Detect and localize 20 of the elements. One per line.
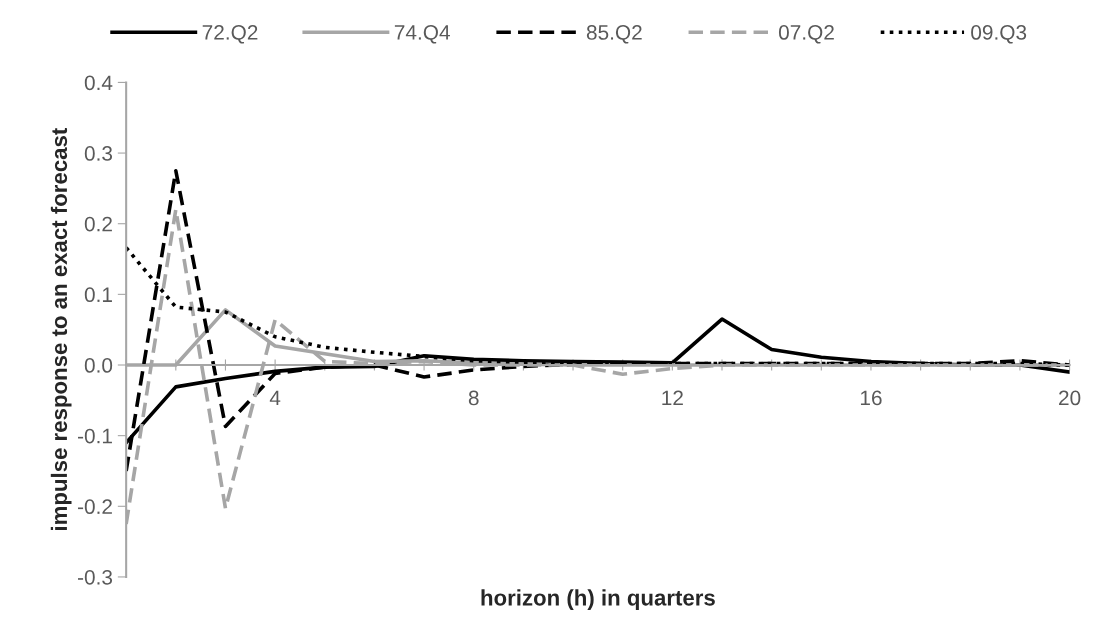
x-tick-label: 20 [1059, 390, 1081, 406]
y-tick-label: 0.0 [84, 358, 113, 373]
y-axis-title: impulse response to an exact forecast [50, 128, 72, 531]
y-tick-label: -0.2 [77, 499, 112, 515]
x-tick-label: 16 [860, 390, 882, 406]
y-tick-label: 0.3 [84, 146, 113, 161]
legend-label: 07.Q2 [778, 25, 834, 44]
x-tick-label: 4 [269, 390, 281, 406]
y-tick-label: 0.1 [84, 287, 112, 303]
legend-label: 72.Q2 [202, 25, 258, 44]
y-tick-label: -0.3 [77, 569, 113, 585]
y-tick-label: 0.4 [84, 75, 113, 91]
y-tick-label: 0.2 [84, 216, 112, 232]
legend-label: 74.Q4 [394, 25, 450, 44]
y-tick-label: -0.1 [77, 428, 112, 444]
x-axis-title: horizon (h) in quarters [481, 589, 715, 611]
legend-label: 85.Q2 [586, 25, 642, 44]
x-tick-label: 12 [662, 390, 683, 406]
x-tick-label: 8 [468, 390, 479, 406]
legend-label: 09.Q3 [971, 25, 1027, 44]
